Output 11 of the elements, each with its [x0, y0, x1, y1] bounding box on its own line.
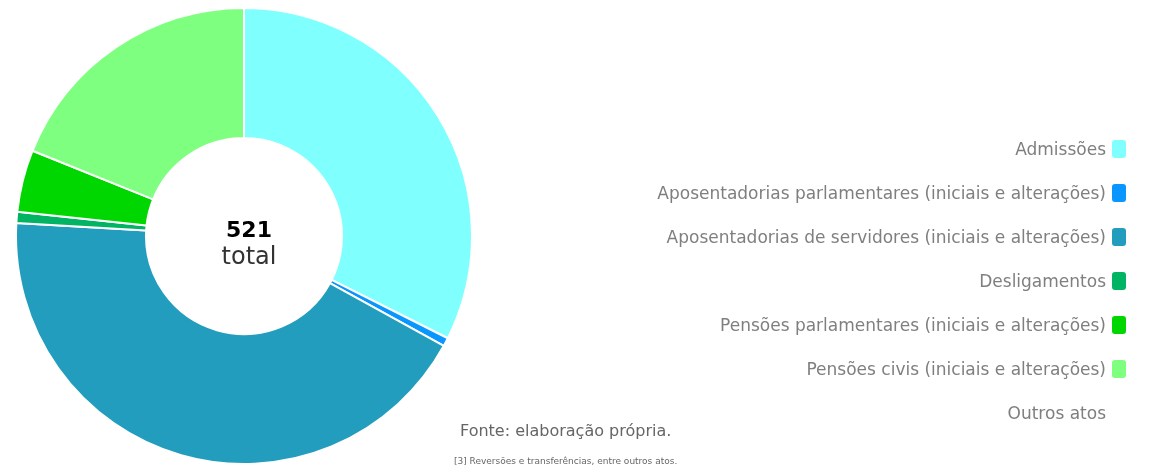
category-label: Outros atos — [1007, 403, 1106, 423]
legend-label: Pensões civis (iniciais e alterações) — [806, 359, 1106, 379]
legend-label: Aposentadorias parlamentares (iniciais e alterações) — [657, 183, 1106, 203]
legend-label: Admissões — [1015, 139, 1107, 159]
text: 521 — [226, 216, 272, 242]
text: [3] Reversões e transferências, entre outros atos. — [454, 455, 678, 466]
text: total — [221, 242, 277, 270]
legend-label: Pensões parlamentares (iniciais e alterações) — [720, 315, 1106, 335]
legend-label: Desligamentos — [979, 271, 1107, 291]
legend-label: Aposentadorias de servidores (iniciais e alterações) — [666, 227, 1106, 247]
source-note: Fonte: elaboração própria. — [460, 420, 672, 440]
